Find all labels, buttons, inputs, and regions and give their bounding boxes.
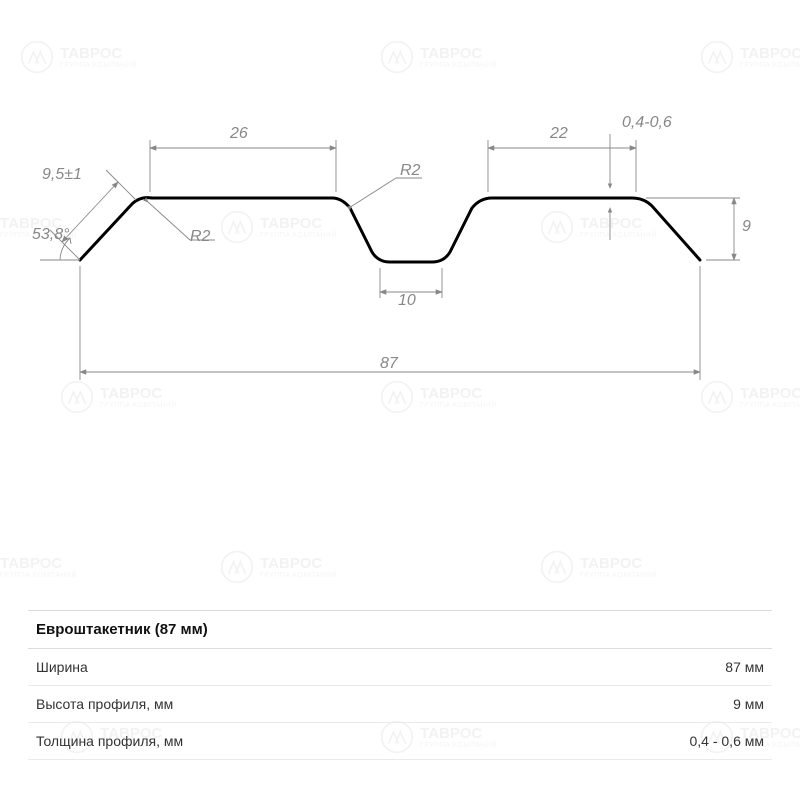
- dim-top-left: 26: [230, 125, 248, 143]
- watermark: ТАВРОСГРУППА КОМПАНИЙ: [380, 40, 497, 74]
- table-row: Толщина профиля, мм 0,4 - 0,6 мм: [28, 723, 772, 760]
- dim-thickness: 0,4-0,6: [622, 114, 672, 132]
- dim-r2-left: R2: [190, 228, 210, 246]
- dim-angle: 53,8°: [32, 226, 70, 244]
- spec-label: Высота профиля, мм: [28, 686, 506, 723]
- spec-value: 0,4 - 0,6 мм: [506, 723, 772, 760]
- dim-valley: 10: [398, 292, 416, 310]
- spec-value: 87 мм: [506, 649, 772, 686]
- dim-top-right: 22: [550, 125, 568, 143]
- watermark: ТАВРОСГРУППА КОМПАНИЙ: [540, 550, 657, 584]
- watermark: ТАВРОСГРУППА КОМПАНИЙ: [220, 550, 337, 584]
- spec-value: 9 мм: [506, 686, 772, 723]
- spec-label: Толщина профиля, мм: [28, 723, 506, 760]
- dim-height: 9: [742, 218, 751, 236]
- watermark: ТАВРОСГРУППА КОМПАНИЙ: [20, 40, 137, 74]
- profile-outline: [80, 198, 700, 262]
- table-row: Ширина 87 мм: [28, 649, 772, 686]
- spec-table: Евроштакетник (87 мм) Ширина 87 мм Высот…: [28, 610, 772, 760]
- watermark: ТАВРОСГРУППА КОМПАНИЙ: [700, 40, 800, 74]
- dim-width-total: 87: [380, 355, 398, 373]
- spec-label: Ширина: [28, 649, 506, 686]
- profile-diagram: 87 26 22 10 9 0,4-0,6 9,5±1 53,8° R2 R2: [40, 80, 760, 420]
- dim-r2-center: R2: [400, 162, 420, 180]
- watermark: ТАВРОСГРУППА КОМПАНИЙ: [0, 550, 77, 584]
- table-row: Высота профиля, мм 9 мм: [28, 686, 772, 723]
- spec-title: Евроштакетник (87 мм): [28, 611, 772, 649]
- dim-edge-len: 9,5±1: [42, 166, 82, 184]
